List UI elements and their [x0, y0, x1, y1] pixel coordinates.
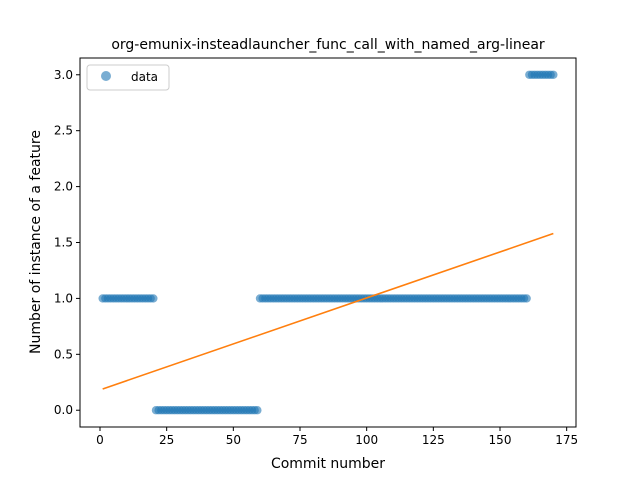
legend-marker	[101, 71, 111, 81]
legend-entry-data: data	[131, 70, 158, 84]
data-point	[149, 294, 158, 303]
data-point	[549, 70, 558, 79]
y-tick-label: 1.5	[54, 236, 73, 250]
y-axis-label: Number of instance of a feature	[28, 130, 44, 354]
fit-line	[102, 232, 554, 390]
data-points	[98, 70, 558, 415]
x-tick-label: 150	[489, 433, 512, 447]
chart-title: org-emunix-insteadlauncher_func_call_wit…	[111, 37, 545, 53]
y-tick-label: 2.5	[54, 124, 73, 138]
x-tick-label: 50	[226, 433, 241, 447]
x-tick-label: 175	[555, 433, 578, 447]
legend: data	[86, 64, 170, 91]
y-tick-label: 0.0	[54, 403, 73, 417]
y-tick-label: 0.5	[54, 347, 73, 361]
x-tick-label: 0	[96, 433, 104, 447]
data-point	[522, 294, 531, 303]
x-tick-label: 25	[159, 433, 174, 447]
y-tick-label: 2.0	[54, 180, 73, 194]
fit-line-layer	[102, 232, 554, 390]
x-tick-label: 100	[355, 433, 378, 447]
x-axis-ticks: 0 25 50 75 100 125 150 175	[96, 427, 578, 447]
x-tick-label: 75	[292, 433, 307, 447]
data-point	[253, 406, 262, 415]
y-tick-label: 3.0	[54, 68, 73, 82]
x-axis-label: Commit number	[271, 456, 385, 472]
y-tick-label: 1.0	[54, 291, 73, 305]
y-axis-ticks: 0.0 0.5 1.0 1.5 2.0 2.5 3.0	[54, 68, 80, 417]
x-tick-label: 125	[422, 433, 445, 447]
